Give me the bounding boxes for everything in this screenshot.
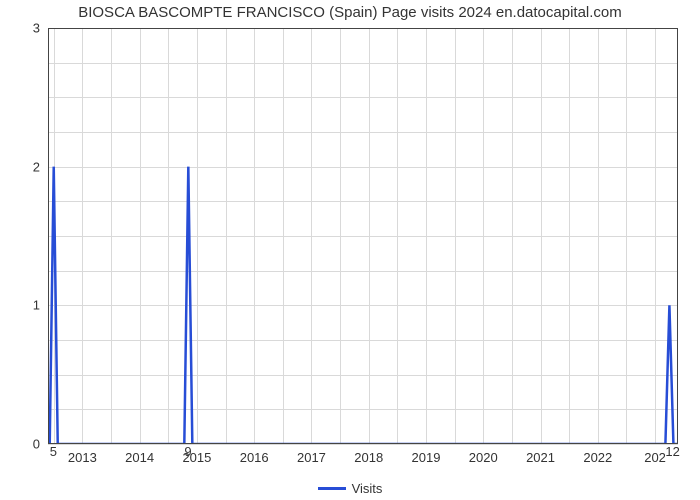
legend-swatch (318, 487, 346, 490)
data-point-label: 5 (50, 444, 57, 459)
x-tick-label: 202 (644, 444, 666, 465)
x-tick-label: 2013 (68, 444, 97, 465)
chart-plot-area: 0123201320142015201620172018201920202021… (48, 28, 678, 444)
y-tick-label: 2 (33, 159, 48, 174)
x-tick-label: 2017 (297, 444, 326, 465)
data-point-label: 12 (665, 444, 679, 459)
legend: Visits (0, 480, 700, 496)
plot-border (48, 28, 678, 444)
x-tick-label: 2021 (526, 444, 555, 465)
x-tick-label: 2014 (125, 444, 154, 465)
y-tick-label: 1 (33, 298, 48, 313)
x-tick-label: 2022 (583, 444, 612, 465)
chart-title: BIOSCA BASCOMPTE FRANCISCO (Spain) Page … (0, 4, 700, 21)
x-tick-label: 2020 (469, 444, 498, 465)
y-tick-label: 3 (33, 21, 48, 36)
x-tick-label: 2019 (412, 444, 441, 465)
data-point-label: 9 (184, 444, 191, 459)
legend-label: Visits (352, 481, 383, 496)
x-tick-label: 2018 (354, 444, 383, 465)
x-tick-label: 2016 (240, 444, 269, 465)
y-tick-label: 0 (33, 437, 48, 452)
